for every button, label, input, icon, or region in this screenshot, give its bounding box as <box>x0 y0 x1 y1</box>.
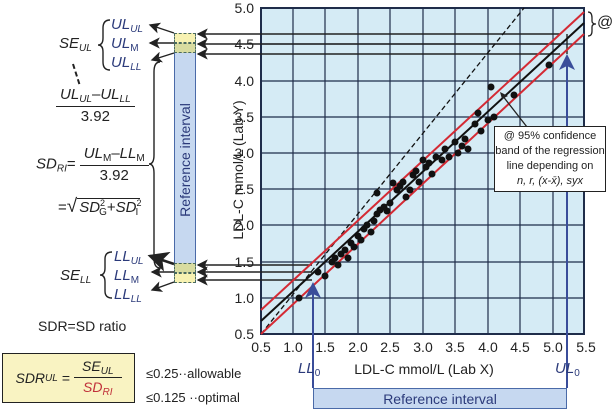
ul-band-top <box>174 33 196 43</box>
callout-line-1: @ 95% confidence <box>503 130 597 142</box>
svg-text:3.5: 3.5 <box>445 339 465 355</box>
svg-text:0.5: 0.5 <box>235 326 255 342</box>
svg-text:4.0: 4.0 <box>478 339 498 355</box>
svg-text:3.5: 3.5 <box>235 109 255 125</box>
bottom-reference-interval-bar: Reference interval <box>313 388 567 409</box>
sdr-formula-box: SDR UL = SEUL SDRI <box>2 353 135 403</box>
ll0-label: LL0 <box>298 360 321 379</box>
label-arrows <box>147 22 175 292</box>
svg-text:3.0: 3.0 <box>413 339 433 355</box>
svg-text:5.5: 5.5 <box>576 339 596 355</box>
at-symbol: @ <box>597 14 613 31</box>
ll-ul-label: LLUL <box>114 248 144 267</box>
svg-text:2.5: 2.5 <box>235 181 255 197</box>
identity-line <box>260 7 525 335</box>
y-axis-label: LDL-C mmol/L (Lab Y) <box>230 100 246 239</box>
ul-ul-label: ULUL <box>111 16 143 35</box>
x-axis-ticks: 0.5 1.0 1.5 2.0 2.5 3.0 3.5 4.0 4.5 5.0 5.5 <box>251 339 596 355</box>
dashed-connector <box>72 63 81 87</box>
ll-band-bottom <box>174 273 196 283</box>
svg-text:2.0: 2.0 <box>235 217 255 233</box>
ll-band-top <box>174 263 196 273</box>
se-ll-brace <box>99 251 113 299</box>
svg-text:0.5: 0.5 <box>251 339 271 355</box>
svg-text:3.0: 3.0 <box>235 145 255 161</box>
svg-text:1.5: 1.5 <box>315 339 335 355</box>
callout-line-4: n, r, (x-x̄), syx <box>517 175 583 187</box>
callout-line-2: band of the regression <box>495 145 605 157</box>
sd-ri-formula: SDRI= ULM–LLM 3.92 <box>36 145 149 184</box>
svg-text:2.0: 2.0 <box>348 339 368 355</box>
ul-m-label: ULM <box>111 35 139 54</box>
ul-arrows <box>196 28 568 60</box>
ul-ll-label: ULLL <box>111 54 142 73</box>
se-ll-label: SELL <box>60 267 92 286</box>
svg-text:4.5: 4.5 <box>510 339 530 355</box>
svg-text:5.0: 5.0 <box>543 339 563 355</box>
criterion-allowable: ≤0.25··allowable <box>146 366 242 381</box>
se-ul-brace <box>97 19 111 71</box>
callout-line-3: line depending on <box>506 160 594 172</box>
se-ul-label: SEUL <box>59 35 92 54</box>
y-axis-ticks: 5.04.54.0 3.53.02.5 2.01.51.0 0.5 <box>235 0 255 342</box>
bottom-bar-label: Reference interval <box>383 390 497 407</box>
ul0-label: UL0 <box>555 360 580 379</box>
sd-ri-sqrt: =√ SD2G+SD2I <box>58 196 142 218</box>
svg-text:1.5: 1.5 <box>235 254 255 270</box>
svg-text:1.0: 1.0 <box>235 290 255 306</box>
ll-ll-label: LLLL <box>114 286 142 305</box>
criterion-optimal: ≤0.125 ··optimal <box>146 390 240 405</box>
se-ul-formula: ULUL–ULLL 3.92 <box>56 86 135 125</box>
svg-text:2.5: 2.5 <box>380 339 400 355</box>
svg-text:4.0: 4.0 <box>235 73 255 89</box>
svg-text:1.0: 1.0 <box>283 339 303 355</box>
data-points <box>295 61 553 302</box>
svg-text:5.0: 5.0 <box>235 0 255 16</box>
at-brace <box>587 11 597 37</box>
ll-m-label: LLM <box>114 267 140 286</box>
sdr-note: SDR=SD ratio <box>38 318 127 334</box>
ci-callout-box: @ 95% confidence band of the regression … <box>494 126 606 192</box>
ul-band-bottom <box>174 43 196 53</box>
x-axis-label: LDL-C mmol/L (Lab X) <box>354 361 494 377</box>
callout-pointer <box>500 92 528 128</box>
